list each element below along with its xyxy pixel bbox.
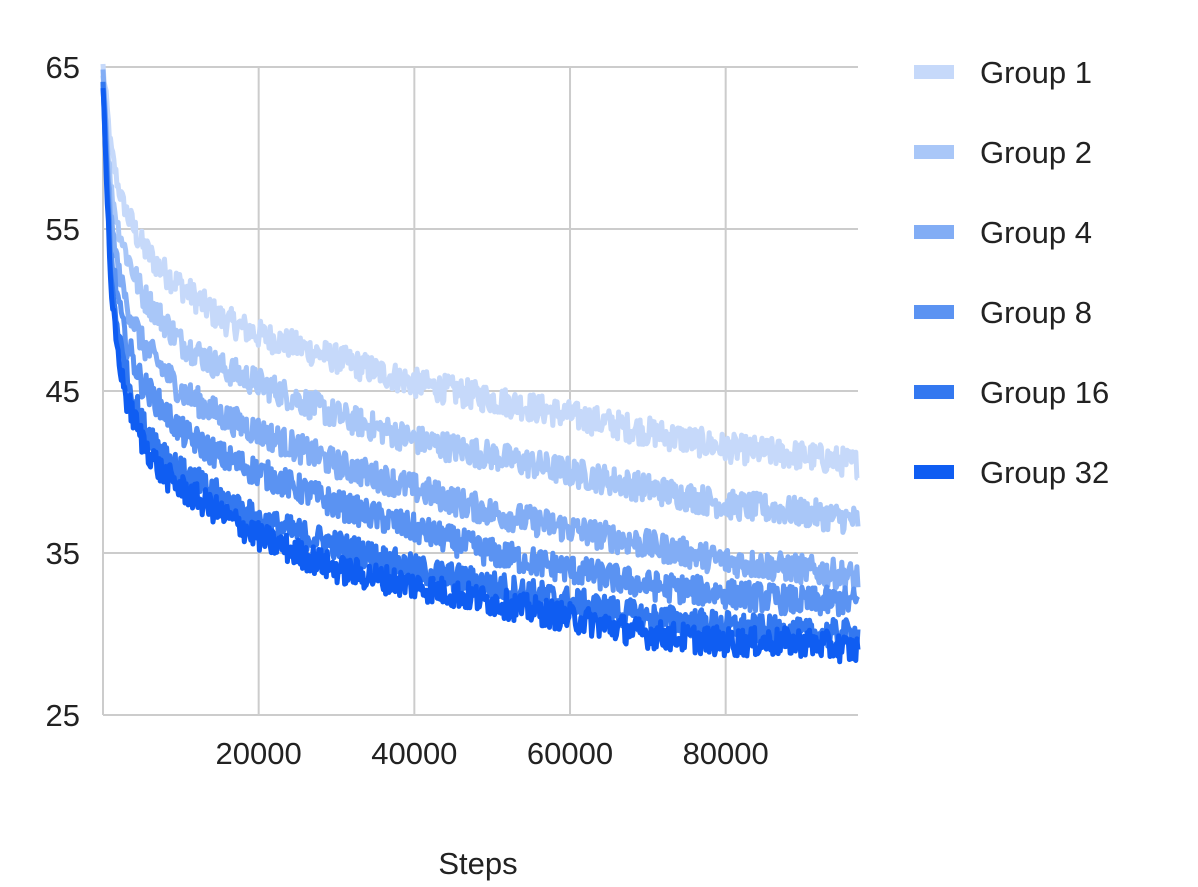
x-tick-label: 80000 [683,736,769,771]
y-tick-label: 55 [46,212,80,247]
legend-item: Group 32 [914,455,1109,490]
legend-label: Group 8 [980,295,1092,330]
x-axis-tick-labels: 20000 40000 60000 80000 [216,736,769,771]
legend-swatch [914,145,954,159]
legend: Group 1 Group 2 Group 4 Group 8 Group 16 Grou… [914,55,1109,490]
y-tick-label: 65 [46,50,80,85]
legend-item: Group 8 [914,295,1092,330]
legend-swatch [914,305,954,319]
legend-item: Group 1 [914,55,1092,90]
x-axis-title: Steps [438,846,517,881]
legend-swatch [914,465,954,479]
series-line-group-4 [100,69,861,593]
y-axis-tick-labels: 25 35 45 55 65 [46,50,80,733]
series-line-group-1 [100,63,860,481]
legend-swatch [914,65,954,79]
series-line-group-16 [100,81,861,651]
legend-label: Group 1 [980,55,1092,90]
legend-item: Group 4 [914,215,1092,250]
x-tick-label: 20000 [216,736,302,771]
series-line-group-2 [100,75,861,535]
legend-item: Group 16 [914,375,1109,410]
x-tick-label: 40000 [371,736,457,771]
legend-swatch [914,385,954,399]
series-line-group-32 [100,87,861,665]
legend-item: Group 2 [914,135,1092,170]
series-lines [100,63,861,665]
y-tick-label: 35 [46,536,80,571]
y-tick-label: 25 [46,698,80,733]
legend-label: Group 4 [980,215,1092,250]
legend-label: Group 32 [980,455,1109,490]
x-tick-label: 60000 [527,736,613,771]
y-tick-label: 45 [46,374,80,409]
legend-label: Group 16 [980,375,1109,410]
legend-swatch [914,225,954,239]
legend-label: Group 2 [980,135,1092,170]
series-line-group-8 [100,82,860,618]
